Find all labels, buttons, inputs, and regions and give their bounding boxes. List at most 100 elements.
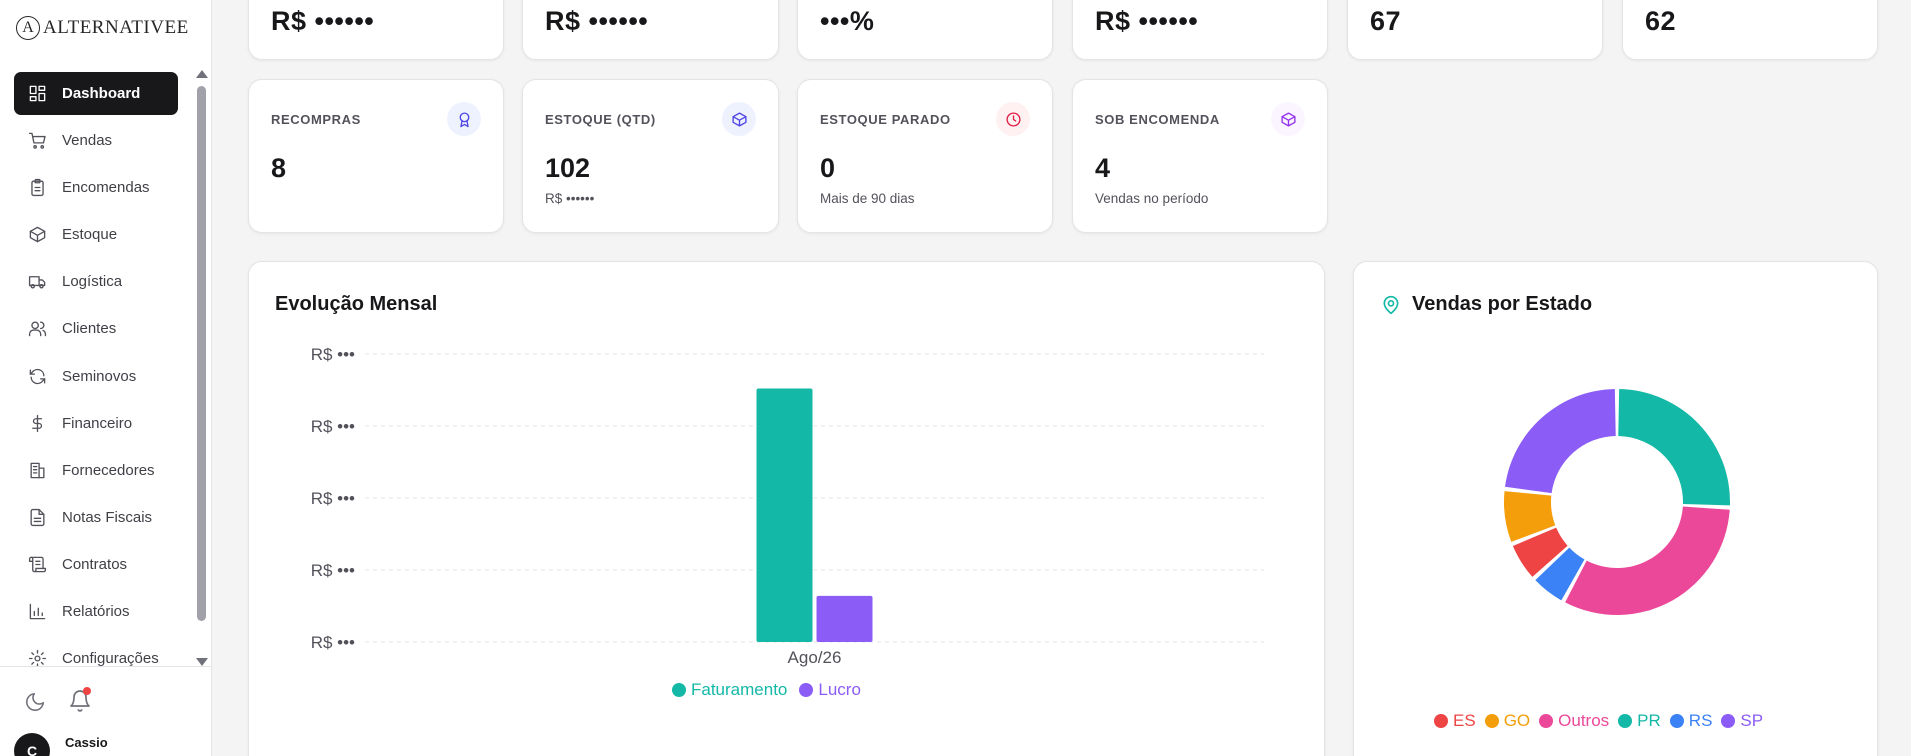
bar-faturamento[interactable] [756, 388, 813, 642]
sidebar-item-estoque[interactable]: Estoque [14, 213, 178, 256]
legend-dot [1669, 714, 1684, 728]
summary-value: R$ •••••• [271, 6, 375, 36]
sidebar-item-encomendas[interactable]: Encomendas [14, 166, 178, 209]
kpi-label: SOB ENCOMENDA [1095, 112, 1220, 127]
scroll-icon [27, 554, 47, 574]
slice-outros[interactable] [1565, 506, 1730, 615]
sidebar-item-logistica[interactable]: Logística [14, 260, 178, 303]
legend-item-es[interactable]: ES [1434, 711, 1476, 731]
dashboard-icon [27, 84, 47, 104]
users-icon [27, 319, 47, 339]
kpi-value: 0 [820, 153, 836, 183]
legend-item-outros[interactable]: Outros [1539, 711, 1609, 731]
sidebar-item-dashboard[interactable]: Dashboard [14, 72, 178, 115]
brand-name: ALTERNATIVEE [43, 17, 189, 38]
logo-mark-icon: A [16, 16, 40, 40]
legend-item-go[interactable]: GO [1484, 711, 1530, 731]
sidebar-nav: Dashboard Vendas Encomendas Estoque Logí… [14, 72, 178, 666]
sidebar-item-seminovos[interactable]: Seminovos [14, 355, 178, 398]
bell-icon[interactable] [68, 689, 92, 713]
kpi-value: 4 [1095, 153, 1111, 183]
dollar-icon [27, 413, 47, 433]
sidebar-item-label: Logística [62, 273, 123, 291]
sidebar-item-clientes[interactable]: Clientes [14, 307, 178, 350]
legend-item-rs[interactable]: RS [1669, 711, 1713, 731]
y-tick-label: R$ ••• [311, 489, 355, 508]
bar-chart-icon [27, 602, 47, 622]
slice-pr[interactable] [1618, 389, 1730, 506]
chart-legend: Faturamento Lucro [672, 680, 861, 700]
moon-icon[interactable] [24, 691, 46, 713]
summary-card: 67 [1347, 0, 1603, 60]
slice-sp[interactable] [1505, 389, 1616, 494]
legend-item-sp[interactable]: SP [1721, 711, 1763, 731]
bar-lucro[interactable] [816, 595, 873, 642]
sidebar-item-label: Configurações [62, 650, 159, 666]
legend-item-pr[interactable]: PR [1618, 711, 1661, 731]
legend-label: Outros [1558, 711, 1610, 730]
scroll-up-arrow-icon[interactable] [196, 70, 208, 78]
scrollbar-thumb[interactable] [197, 86, 206, 621]
building-icon [27, 460, 47, 480]
cart-icon [27, 131, 47, 151]
monthly-chart-panel: Evolução Mensal R$ ••• R$ ••• R$ ••• R$ •••… [248, 261, 1325, 756]
sidebar-item-relatorios[interactable]: Relatórios [14, 590, 178, 633]
box-icon [27, 225, 47, 245]
sidebar-item-label: Fornecedores [62, 461, 155, 479]
user-name: Cassio [65, 735, 108, 750]
y-tick-label: R$ ••• [311, 345, 355, 364]
brand-logo[interactable]: A ALTERNATIVEE [16, 16, 189, 40]
scroll-down-arrow-icon[interactable] [196, 658, 208, 666]
slice-rs[interactable] [1535, 547, 1585, 601]
clipboard-icon [27, 178, 47, 198]
file-text-icon [27, 507, 47, 527]
sidebar-item-label: Vendas [62, 132, 113, 150]
summary-card: R$ •••••• [248, 0, 504, 60]
summary-value: •••% [820, 6, 875, 36]
legend-dot [1721, 714, 1736, 728]
panel-title: Vendas por Estado [1412, 293, 1593, 315]
kpi-value: 8 [271, 153, 287, 183]
summary-card: R$ •••••• [1072, 0, 1328, 60]
sidebar-item-notas-fiscais[interactable]: Notas Fiscais [14, 496, 178, 539]
y-tick-label: R$ ••• [311, 417, 355, 436]
legend-dot [672, 683, 686, 697]
kpi-card-estoque-qtd: ESTOQUE (QTD) 102 R$ •••••• [522, 79, 779, 233]
sidebar-footer: C Cassio [0, 666, 212, 756]
award-icon [447, 102, 481, 136]
map-pin-icon [1383, 295, 1399, 315]
legend-dot [1434, 714, 1448, 728]
avatar[interactable]: C [14, 733, 50, 756]
x-tick-label: Ago/26 [788, 648, 842, 667]
sidebar-scrollbar[interactable] [194, 66, 208, 666]
sidebar: A ALTERNATIVEE Dashboard Vendas Encomend… [0, 0, 212, 756]
legend-item-lucro[interactable]: Lucro [799, 680, 861, 700]
panel-title: Evolução Mensal [275, 293, 438, 315]
summary-value: 62 [1645, 6, 1677, 36]
kpi-subtext: R$ •••••• [545, 191, 595, 206]
monthly-bar-chart: R$ ••• R$ ••• R$ ••• R$ ••• R$ ••• Ago/26 [311, 345, 1264, 667]
notification-badge [83, 687, 91, 695]
sidebar-item-label: Financeiro [62, 414, 133, 432]
gear-icon [27, 649, 47, 666]
kpi-value: 102 [545, 153, 591, 183]
legend-label: RS [1688, 711, 1713, 730]
legend-dot [799, 683, 814, 697]
sidebar-item-financeiro[interactable]: Financeiro [14, 402, 178, 445]
sidebar-item-vendas[interactable]: Vendas [14, 119, 178, 162]
summary-value: R$ •••••• [545, 6, 649, 36]
box-icon [1271, 102, 1305, 136]
sidebar-item-contratos[interactable]: Contratos [14, 543, 178, 586]
legend-item-faturamento[interactable]: Faturamento [672, 680, 787, 700]
sidebar-item-label: Dashboard [62, 85, 141, 102]
slice-go[interactable] [1504, 491, 1556, 542]
summary-value: R$ •••••• [1095, 6, 1199, 36]
sidebar-item-label: Estoque [62, 226, 118, 244]
sidebar-item-label: Encomendas [62, 179, 150, 197]
slice-es[interactable] [1512, 527, 1568, 577]
kpi-label: ESTOQUE PARADO [820, 112, 951, 127]
kpi-subtext: Vendas no período [1095, 191, 1209, 206]
sidebar-item-configuracoes[interactable]: Configurações [14, 637, 178, 666]
sidebar-item-label: Contratos [62, 555, 128, 573]
sidebar-item-fornecedores[interactable]: Fornecedores [14, 449, 178, 492]
